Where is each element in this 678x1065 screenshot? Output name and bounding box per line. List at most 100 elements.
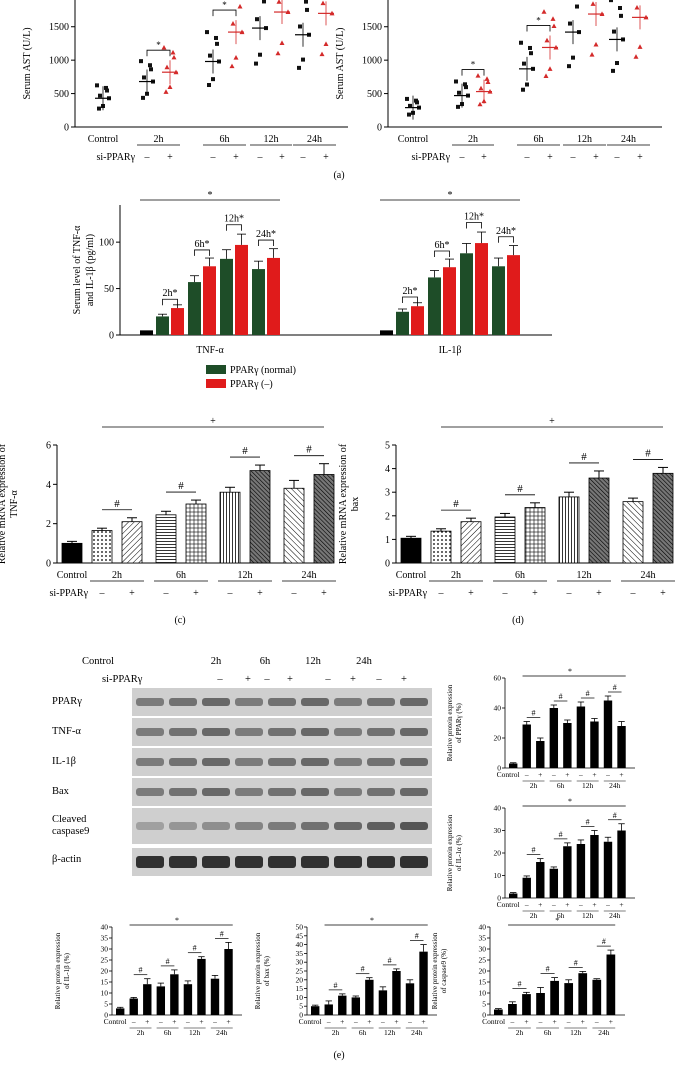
data-point	[205, 30, 209, 35]
bar	[365, 979, 374, 1015]
data-point	[618, 5, 622, 10]
y-tick-label: 20	[101, 967, 109, 976]
bar	[405, 983, 415, 1015]
blot-si-sign: –	[216, 674, 223, 685]
blot-band	[169, 698, 197, 706]
y-tick-label: 50	[104, 284, 114, 295]
x-group-label: 24h	[609, 911, 621, 920]
x-sign: –	[578, 900, 583, 909]
panel-label: (d)	[512, 615, 524, 626]
sig-hash: #	[517, 979, 521, 988]
y-tick-label: 60	[494, 674, 502, 683]
y-axis-label-line1: Relative mRNA expression of	[338, 443, 349, 564]
si-sign: +	[233, 152, 239, 163]
blot-si-sign: –	[263, 674, 270, 685]
data-point	[634, 4, 640, 10]
y-axis-label-line2: of caspase9 (%)	[440, 948, 448, 993]
y-tick-label: 500	[54, 89, 69, 100]
bar	[536, 993, 545, 1015]
sig-label: 2h*	[403, 286, 418, 297]
data-point	[298, 24, 302, 29]
bar	[313, 474, 335, 564]
bar	[576, 844, 586, 898]
si-sign: +	[167, 152, 173, 163]
sig-hash: #	[220, 929, 224, 938]
bar	[578, 973, 588, 1015]
overall-star: *	[568, 797, 572, 806]
sig-hash: #	[559, 830, 563, 839]
x-group-label: 12h	[384, 1028, 396, 1037]
y-tick-label: 10	[479, 989, 487, 998]
bar-knockdown	[203, 266, 216, 335]
blot-band	[400, 856, 428, 868]
bar	[494, 516, 516, 564]
si-sign: –	[524, 152, 531, 163]
sig-hash: #	[559, 692, 563, 701]
bar	[508, 1004, 517, 1015]
bar-knockdown	[443, 267, 456, 335]
bar	[61, 542, 83, 564]
si-sign: –	[144, 152, 151, 163]
y-tick-label: 20	[494, 849, 502, 858]
si-sign: +	[532, 588, 538, 599]
y-tick-label: 10	[296, 993, 304, 1002]
si-sign: +	[481, 152, 487, 163]
x-sign: +	[340, 1017, 344, 1026]
data-point	[164, 64, 170, 70]
blot-header-time: 2h	[211, 656, 222, 667]
data-point	[214, 35, 218, 40]
sig-bracket	[402, 296, 418, 304]
bar	[185, 503, 207, 564]
bar	[536, 862, 545, 898]
data-point	[547, 66, 553, 71]
bar-knockdown	[507, 255, 520, 335]
data-point	[543, 73, 549, 79]
sig-hash: #	[532, 846, 536, 855]
y-tick-label: 0	[64, 123, 69, 134]
sig-hash: #	[453, 498, 459, 510]
blot-band	[334, 788, 362, 796]
blot-band	[235, 856, 263, 868]
si-sign: +	[593, 152, 599, 163]
blot-band	[202, 788, 230, 796]
data-point	[95, 83, 99, 88]
sig-bracket	[498, 236, 514, 243]
data-point	[525, 82, 529, 87]
blot-band	[136, 788, 164, 796]
panel-a-label: (a)	[333, 170, 344, 181]
data-point	[105, 88, 109, 93]
x-sign: –	[605, 770, 610, 779]
blot-band	[334, 856, 362, 868]
x-sign: –	[551, 900, 556, 909]
sig-hash: #	[574, 958, 578, 967]
data-point	[541, 9, 547, 14]
y-tick-label: 4	[46, 480, 51, 491]
data-point	[522, 61, 526, 66]
sig-mark: *	[222, 0, 227, 10]
bar	[91, 530, 113, 564]
sig-hash: #	[139, 966, 143, 975]
si-sign: –	[257, 152, 264, 163]
data-point	[276, 0, 282, 4]
blot-image	[132, 688, 432, 876]
data-point	[233, 55, 239, 60]
bar	[558, 496, 580, 564]
data-point	[528, 45, 532, 50]
x-label-control: Control	[57, 570, 88, 581]
legend-swatch-knockdown	[206, 379, 226, 388]
y-tick-label: 1	[385, 535, 390, 546]
blot-band	[301, 822, 329, 830]
bar-normal	[428, 277, 441, 335]
si-sign: –	[459, 152, 466, 163]
overall-plus: +	[549, 416, 555, 427]
x-group-label: 24h	[641, 570, 656, 581]
sig-label: 24h*	[496, 226, 516, 237]
blot-band	[334, 758, 362, 766]
data-point	[637, 44, 643, 49]
data-point	[615, 61, 619, 66]
bar	[494, 1009, 503, 1015]
y-tick-label: 0	[497, 894, 501, 903]
bar	[129, 998, 138, 1015]
y-tick-label: 1500	[49, 22, 69, 33]
